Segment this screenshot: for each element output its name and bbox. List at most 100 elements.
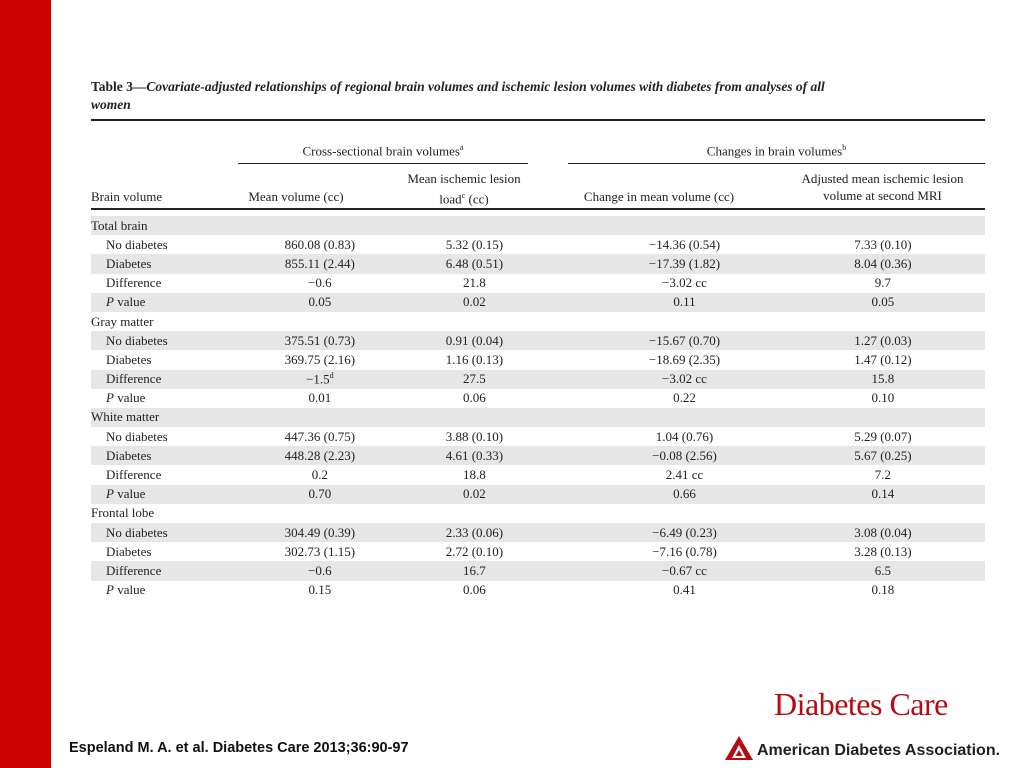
table-row: Difference −0.6 16.7 −0.67 cc 6.5 <box>91 561 985 581</box>
cell-lesion-load: 27.5 <box>389 369 559 389</box>
cell-mean-volume: −0.6 <box>308 275 332 291</box>
cell-adjusted-lesion: 0.18 <box>871 582 895 598</box>
cell-lesion-load: 5.32 (0.15) <box>445 236 504 252</box>
cell-change-volume: −0.08 (2.56) <box>588 446 781 466</box>
table-row: Difference 0.2 18.8 2.41 cc 7.2 <box>91 465 985 484</box>
row-label: Diabetes <box>106 351 152 367</box>
column-header-change-volume: Change in mean volume (cc) <box>583 189 735 204</box>
column-header-lesion-load: Mean ischemic lesion loadc (cc) <box>407 171 521 207</box>
cell-change-volume: 1.04 (0.76) <box>655 428 714 444</box>
cell-change-volume: 2.41 cc <box>665 467 704 483</box>
table-row: Diabetes 448.28 (2.23) 4.61 (0.33) −0.08 (2… <box>91 446 985 466</box>
cell-change-volume: −3.02 cc <box>662 275 707 291</box>
publisher-name: American Diabetes Association. <box>757 742 1001 759</box>
cell-mean-volume: 447.36 (0.75) <box>284 428 356 444</box>
p-symbol: P <box>106 486 114 502</box>
cell-adjusted-lesion: 3.28 (0.13) <box>854 543 912 559</box>
section-label: Total brain <box>91 216 250 236</box>
cell-mean-volume: 0.70 <box>249 484 390 504</box>
column-header-brain-volume: Brain volume <box>91 189 163 204</box>
cell-change-volume: −15.67 (0.70) <box>588 331 781 351</box>
group-header-cross-sectional: Cross-sectional brain volumesa <box>302 143 464 159</box>
row-label: Diabetes <box>91 254 250 274</box>
cell-mean-volume: −1.5d <box>249 369 390 389</box>
table-row: P value 0.05 0.02 0.11 0.05 <box>91 292 985 312</box>
cell-lesion-load: 0.91 (0.04) <box>389 331 559 351</box>
row-label: P value <box>106 582 146 598</box>
column-header-adjusted-lesion: Adjusted mean ischemic lesion volume at … <box>801 171 964 203</box>
cell-change-volume: −6.49 (0.23) <box>588 523 781 543</box>
journal-logo-text: Diabetes Care <box>774 686 948 722</box>
table-row: Diabetes 369.75 (2.16) 1.16 (0.13) −18.69 (… <box>91 350 985 369</box>
cell-adjusted-lesion: 1.27 (0.03) <box>780 331 985 351</box>
cell-change-volume: 0.66 <box>588 484 781 504</box>
cell-change-volume: 0.22 <box>673 390 696 406</box>
cell-mean-volume: 375.51 (0.73) <box>249 331 390 351</box>
cell-adjusted-lesion: 0.14 <box>780 484 985 504</box>
table-row: P value 0.70 0.02 0.66 0.14 <box>91 484 985 504</box>
table-row: Diabetes 302.73 (1.15) 2.72 (0.10) −7.16 (0… <box>91 542 985 561</box>
p-symbol: P <box>106 582 114 598</box>
section-label: Gray matter <box>91 313 154 329</box>
cell-lesion-load: 2.72 (0.10) <box>445 543 504 559</box>
cell-mean-volume: 302.73 (1.15) <box>284 543 356 559</box>
p-symbol: P <box>106 390 114 406</box>
cell-mean-volume: 860.08 (0.83) <box>284 236 356 252</box>
cell-lesion-load: 0.06 <box>463 582 486 598</box>
table-section-row: White matter <box>91 407 985 428</box>
table-row: P value 0.15 0.06 0.41 0.18 <box>91 581 985 600</box>
table-top-rule <box>91 119 985 121</box>
table-section-row: Total brain <box>91 216 985 236</box>
cell-adjusted-lesion: 0.05 <box>780 292 985 312</box>
cell-adjusted-lesion: 5.67 (0.25) <box>780 446 985 466</box>
section-label: White matter <box>91 407 250 428</box>
cell-change-volume: −17.39 (1.82) <box>588 254 781 274</box>
table-row: No diabetes 860.08 (0.83) 5.32 (0.15) −14.3… <box>91 235 985 254</box>
cell-lesion-load: 4.61 (0.33) <box>389 446 559 466</box>
cell-mean-volume: 448.28 (2.23) <box>249 446 390 466</box>
table-section-row: Frontal lobe <box>91 504 985 523</box>
cell-change-volume: −7.16 (0.78) <box>652 543 717 559</box>
row-label: Difference <box>91 561 250 581</box>
table-title: Table 3—Covariate-adjusted relationships… <box>91 79 825 112</box>
cell-change-volume: −3.02 cc <box>588 369 781 389</box>
cell-lesion-load: 2.33 (0.06) <box>389 523 559 543</box>
cell-mean-volume: 0.05 <box>249 292 390 312</box>
table-row: No diabetes 375.51 (0.73) 0.91 (0.04) −15.6… <box>91 331 985 351</box>
cell-mean-volume: −0.6 <box>249 561 390 581</box>
table-row: Diabetes 855.11 (2.44) 6.48 (0.51) −17.39 (… <box>91 254 985 274</box>
cell-change-volume: 0.11 <box>588 292 781 312</box>
cell-mean-volume: 855.11 (2.44) <box>249 254 390 274</box>
cell-adjusted-lesion: 7.2 <box>874 467 892 483</box>
cell-lesion-load: 3.88 (0.10) <box>445 428 504 444</box>
cell-adjusted-lesion: 6.5 <box>780 561 985 581</box>
table-row: Difference −1.5d 27.5 −3.02 cc 15.8 <box>91 369 985 389</box>
cell-adjusted-lesion: 8.04 (0.36) <box>780 254 985 274</box>
cell-change-volume: −0.67 cc <box>588 561 781 581</box>
cell-adjusted-lesion: 0.10 <box>871 390 895 406</box>
table-row: No diabetes 447.36 (0.75) 3.88 (0.10) 1.04 … <box>91 427 985 446</box>
group-header-changes: Changes in brain volumesb <box>706 143 847 159</box>
cell-lesion-load: 21.8 <box>463 275 486 291</box>
row-label: Difference <box>91 369 250 389</box>
cell-mean-volume: 0.15 <box>308 582 332 598</box>
cell-lesion-load: 1.16 (0.13) <box>445 351 504 367</box>
cell-mean-volume: 304.49 (0.39) <box>249 523 390 543</box>
row-label: P value <box>106 390 146 406</box>
row-label: Difference <box>106 467 162 483</box>
cell-adjusted-lesion: 9.7 <box>874 275 892 291</box>
section-label: Frontal lobe <box>91 505 155 521</box>
cell-adjusted-lesion: 3.08 (0.04) <box>780 523 985 543</box>
cell-mean-volume: 369.75 (2.16) <box>284 351 356 367</box>
row-label: Difference <box>106 275 162 291</box>
row-label: Diabetes <box>106 543 152 559</box>
cell-lesion-load: 0.02 <box>389 484 559 504</box>
row-label: P value <box>91 292 250 312</box>
table-section-row: Gray matter <box>91 312 985 331</box>
cell-mean-volume: 0.01 <box>308 390 332 406</box>
row-label: No diabetes <box>106 236 168 252</box>
cell-lesion-load: 16.7 <box>389 561 559 581</box>
cell-adjusted-lesion: 5.29 (0.07) <box>854 428 912 444</box>
cell-lesion-load: 0.06 <box>463 390 486 406</box>
row-label: P value <box>91 484 250 504</box>
